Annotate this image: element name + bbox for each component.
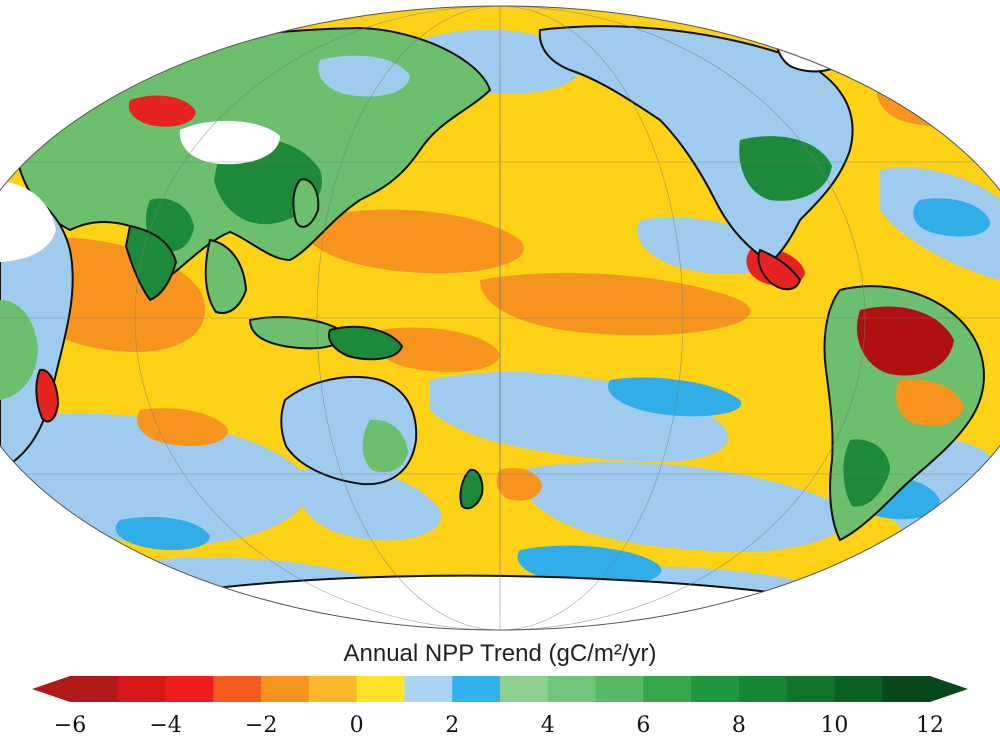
colorbar-bin [786,676,835,702]
land-madagascar [35,368,60,423]
colorbar-bin [834,676,883,702]
colorbar-bin [356,676,405,702]
colorbar-bin [404,676,453,702]
ocean-positive-strong [913,198,990,237]
colorbar-tick-label: 6 [636,713,650,738]
land-central-america [757,248,802,291]
ocean-slight-decline [496,467,542,501]
globe-outline [0,5,1000,631]
land-antarctica [199,574,901,630]
land-australia-green [362,419,408,473]
land-asia-blue [318,55,410,97]
land-north-america-green [739,136,832,201]
colorbar-extend-max [930,676,968,702]
world-map [0,5,1000,631]
land-se-asia [204,238,248,314]
colorbar-tick-label: 0 [350,713,364,738]
land-amazon-decline [856,306,954,376]
colorbar-tick-label: −6 [54,713,86,738]
land-africa-nodata [0,180,56,262]
ocean-positive-strong [115,516,210,551]
land-patagonia [843,439,890,507]
colorbar-bin [70,676,119,702]
colorbar-extend-min [32,676,70,702]
colorbar-tick-label: 12 [916,713,944,738]
colorbar-bin [165,676,214,702]
colorbar-bin [117,676,167,702]
colorbar-tick-label: 2 [445,713,459,738]
colorbar-bin [547,676,597,702]
land-asia-decline [128,95,196,127]
land-new-guinea [328,325,404,361]
map-content [0,6,1000,630]
colorbar-bin [691,676,740,702]
colorbar-tick-label: 4 [541,713,555,738]
colorbar-bin [261,676,310,702]
ocean-positive-strong [608,377,742,417]
colorbar-tick-label: 8 [732,713,746,738]
colorbar-bin [643,676,692,702]
colorbar-bin [452,676,501,702]
ocean-positive-strong [517,545,662,586]
colorbar-title: Annual NPP Trend (gC/m²/yr) [343,640,657,667]
colorbar-ticks: −6 −4 −2 0 2 4 6 8 10 12 [54,713,944,738]
ocean-positive-band [296,467,441,541]
colorbar-tick-label: 10 [820,713,848,738]
graticule [0,6,1000,630]
ocean-positive-band [0,413,308,546]
land-india [124,224,178,302]
ocean-slight-decline [376,327,500,372]
colorbar-tick-label: −4 [149,713,181,738]
land-amazon-slight-decline [895,379,964,426]
colorbar-bin [308,676,358,702]
colorbar-bin [213,676,262,702]
colorbar-bin [738,676,788,702]
colorbar: −6 −4 −2 0 2 4 6 8 10 12 [32,676,968,738]
land-asia-nodata [179,120,280,165]
land-greenland [774,18,850,73]
land-new-zealand [459,468,484,510]
land-japan [292,178,320,228]
colorbar-bin [595,676,644,702]
colorbar-bin [500,676,549,702]
land-africa-green [0,300,38,400]
ocean-slight-decline [300,209,524,274]
colorbar-tick-label: −2 [245,713,277,738]
ocean-positive-band [520,461,846,552]
ocean-slight-decline [136,408,228,446]
colorbar-bin [882,676,931,702]
colorbar-bins [32,676,968,702]
